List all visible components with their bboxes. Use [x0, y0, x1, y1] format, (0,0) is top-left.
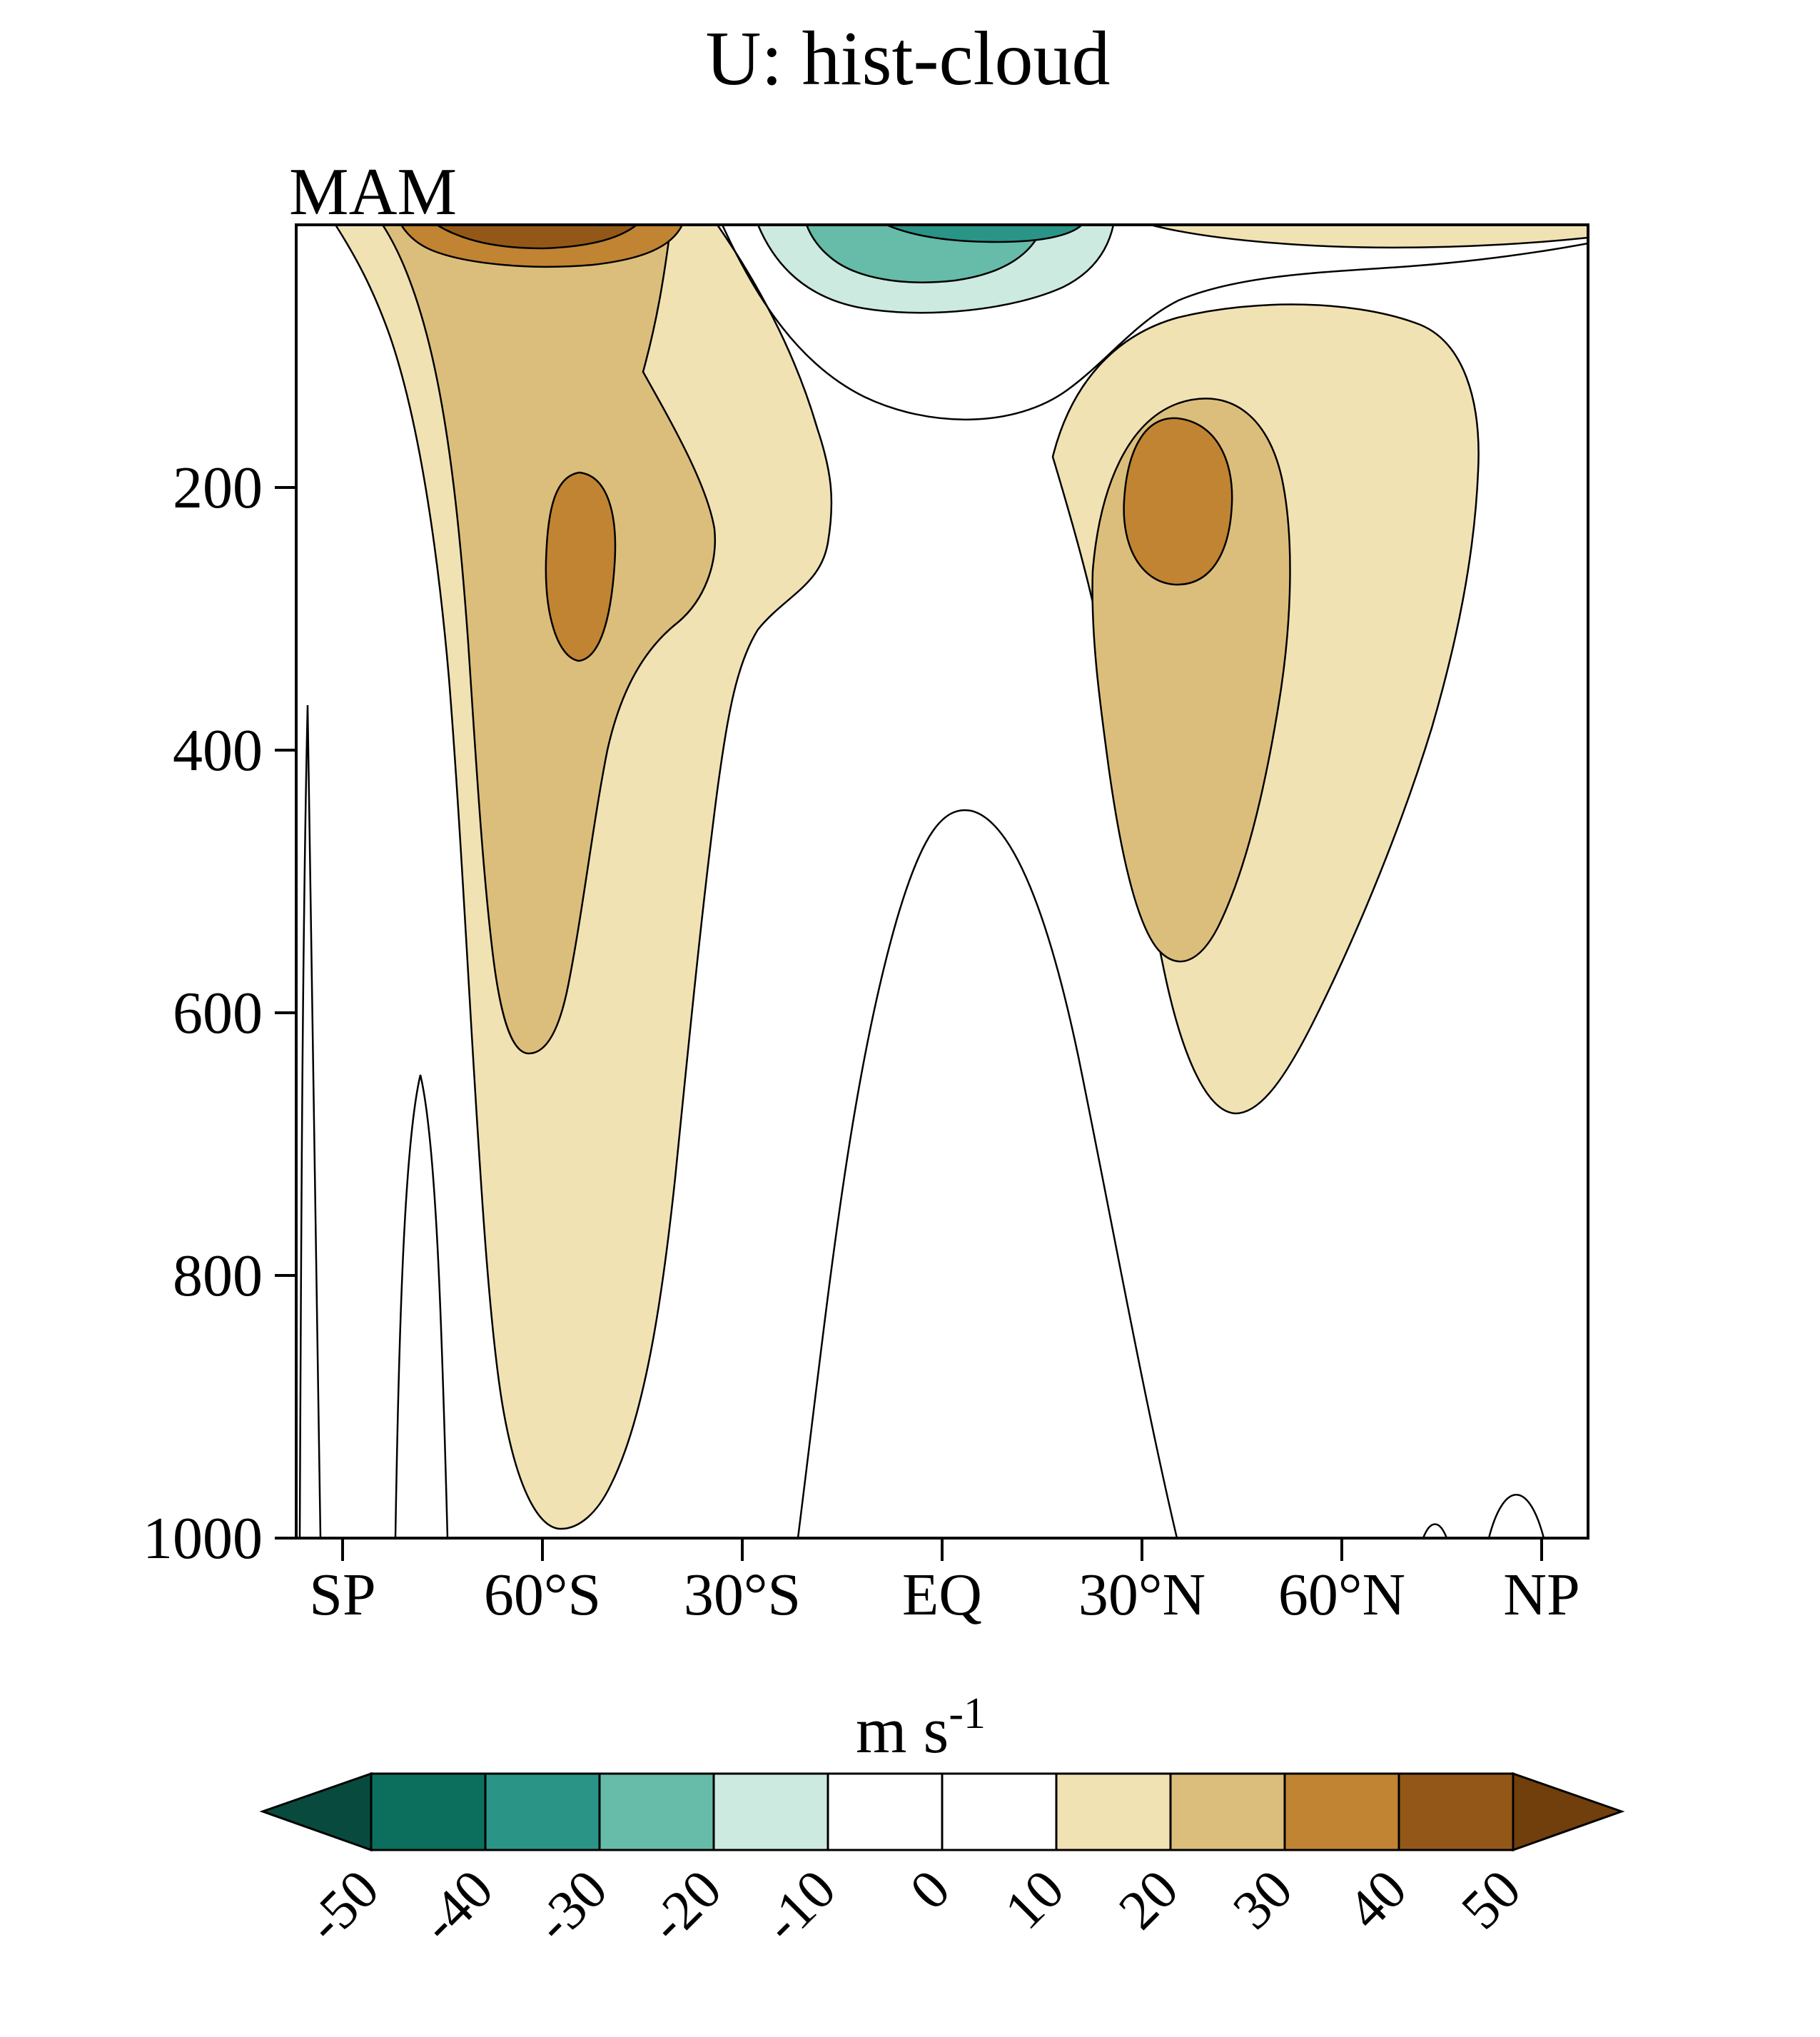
- colorbar-box: [1283, 1772, 1400, 1851]
- colorbar-arrow-right: [1512, 1771, 1625, 1852]
- colorbar-units-exponent: -1: [949, 1689, 986, 1738]
- colorbar-tick-label: -30: [522, 1858, 619, 1954]
- y-tick-label: 200: [173, 455, 263, 521]
- colorbar-box: [712, 1772, 829, 1851]
- plot-area: [298, 225, 1588, 1538]
- y-tick-label: 600: [173, 980, 263, 1046]
- colorbar-box: [1055, 1772, 1172, 1851]
- colorbar-box: [370, 1772, 487, 1851]
- x-tick-label: 60°S: [484, 1562, 601, 1628]
- zero-contour-np-bump-small: [1422, 1523, 1448, 1538]
- colorbar-units-label: m s-1: [856, 1689, 986, 1766]
- colorbar-box: [1397, 1772, 1515, 1851]
- y-tick-label: 800: [173, 1243, 263, 1309]
- colorbar-tick-label: 0: [898, 1858, 961, 1921]
- colorbar-tick-label: -10: [751, 1858, 847, 1954]
- season-label: MAM: [289, 155, 457, 229]
- sh-westerly-ge20-region: [381, 225, 716, 1055]
- colorbar-units-base: m s: [856, 1694, 949, 1766]
- zero-contour-tropical-dome: [797, 809, 1178, 1538]
- colorbar-tick-label: 10: [992, 1858, 1076, 1941]
- x-tick-label: 30°N: [1078, 1562, 1205, 1628]
- x-tick-label: NP: [1503, 1562, 1579, 1628]
- colorbar-box: [1169, 1772, 1286, 1851]
- zero-contour-np-bump-large: [1487, 1494, 1545, 1538]
- chart-title: U: hist-cloud: [706, 16, 1111, 101]
- x-tick-label: SP: [309, 1562, 375, 1628]
- nh-jet-core-ge30-region: [1123, 417, 1233, 586]
- colorbar-box: [598, 1772, 715, 1851]
- colorbar-tick-label: 50: [1449, 1858, 1532, 1941]
- y-tick-label: 400: [173, 717, 263, 784]
- colorbar-tick-label: -40: [408, 1858, 505, 1954]
- zero-contour-70s-dome: [394, 1074, 449, 1538]
- zero-contour-upper-levels: [721, 225, 1588, 420]
- colorbar: m s-1 -50 -40 -30 -20 -10 0 10 20 30 40 …: [259, 1689, 1625, 1954]
- x-tick-label: 30°S: [684, 1562, 801, 1628]
- y-tick-label: 1000: [143, 1505, 263, 1572]
- colorbar-tick-label: 20: [1106, 1858, 1190, 1941]
- colorbar-tick-label: -20: [637, 1858, 733, 1954]
- colorbar-tick-label: 40: [1335, 1858, 1418, 1941]
- colorbar-box: [826, 1772, 944, 1851]
- nh-top-ge10-sliver: [1150, 225, 1588, 249]
- x-tick-label: 60°N: [1278, 1562, 1405, 1628]
- colorbar-box: [941, 1772, 1058, 1851]
- colorbar-arrow-left: [259, 1771, 373, 1852]
- x-tick-label: EQ: [902, 1562, 982, 1628]
- colorbar-box: [484, 1772, 601, 1851]
- sh-jet-core-ge30-region: [545, 471, 617, 662]
- zero-contour-south-pole-spike: [298, 704, 322, 1538]
- tropical-easterly-le30-band: [886, 225, 1083, 243]
- colorbar-tick-label: -50: [294, 1858, 390, 1954]
- colorbar-tick-label: 30: [1220, 1858, 1304, 1941]
- sh-top-ge40-band: [435, 225, 638, 250]
